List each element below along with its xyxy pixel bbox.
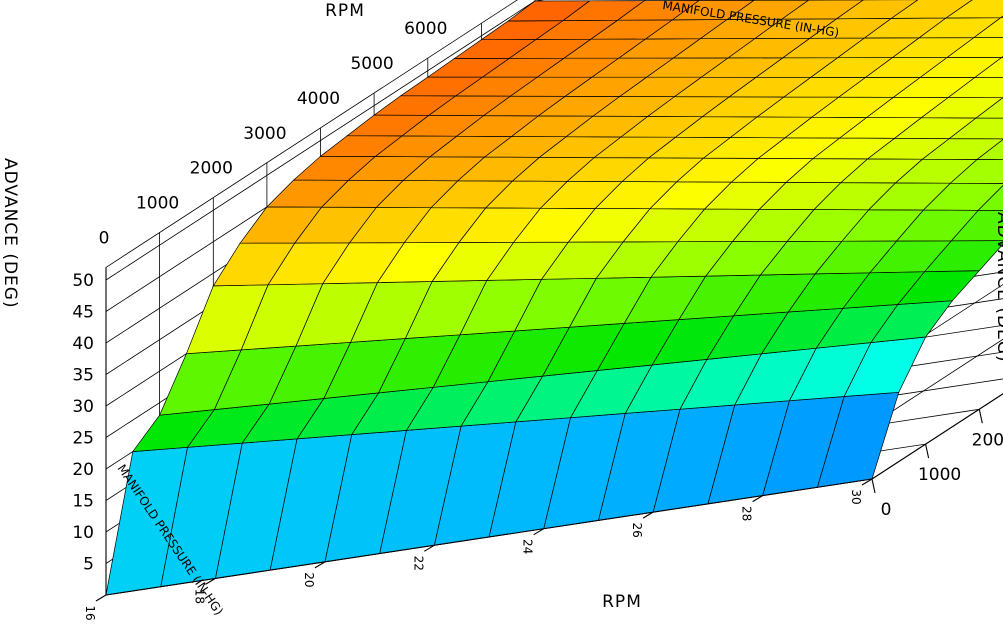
y-tick-mark: [752, 495, 763, 503]
frame-edge: [871, 393, 1003, 480]
z-tick-label-left: 25: [72, 429, 94, 449]
x-tick-label-top: 5000: [350, 54, 393, 74]
z-tick-label-left: 15: [72, 492, 94, 512]
y-tick-mark: [642, 511, 654, 519]
x-tick-label-top: 0: [99, 228, 110, 248]
chart-frame-front: [105, 267, 1003, 596]
tick-labels: 0010001000200020003000300040004000500050…: [72, 0, 1003, 621]
x-tick-mark: [871, 478, 876, 494]
frame-edge: [105, 478, 873, 596]
x-tick-label-top: 2000: [190, 159, 233, 179]
back-wall-grid-line: [105, 0, 518, 268]
x-tick-label-top: 1000: [136, 194, 179, 214]
y-tick-mark: [314, 561, 326, 569]
z-tick-label-left: 10: [72, 523, 94, 543]
z-tick-label-left: 40: [72, 334, 94, 354]
y-tick-label-left: 24: [521, 539, 535, 554]
x-axis-title-bottom: RPM: [602, 592, 642, 612]
z-axis-title-left: ADVANCE (DEG): [0, 158, 20, 309]
surface-cell: [507, 0, 591, 22]
x-tick-label-top: 7000: [458, 0, 501, 4]
x-tick-label-top: 6000: [404, 19, 447, 39]
x-tick-label-bottom: 1000: [918, 465, 961, 485]
z-tick-label-left: 35: [72, 366, 94, 386]
y-tick-label-left: 18: [192, 589, 206, 604]
y-tick-label-left: 26: [630, 522, 644, 537]
y-tick-label-left: 30: [849, 489, 863, 504]
x-axis-title-top: RPM: [325, 1, 365, 21]
y-tick-mark: [95, 594, 107, 602]
x-tick-mark: [925, 443, 930, 459]
y-tick-mark: [424, 544, 435, 552]
y-tick-mark: [861, 478, 873, 486]
x-tick-label-top: 4000: [297, 89, 340, 109]
z-tick-label-left: 20: [72, 460, 94, 480]
y-tick-label-left: 28: [740, 506, 754, 521]
z-tick-label-left: 50: [72, 271, 94, 291]
z-axis-title-right: ADVANCE (DEG): [993, 212, 1003, 363]
y-tick-mark: [205, 577, 216, 585]
y-tick-mark: [533, 528, 544, 536]
z-tick-label-left: 5: [83, 555, 94, 575]
y-tick-label-left: 16: [83, 605, 97, 620]
z-tick-label-left: 45: [72, 303, 94, 323]
x-tick-mark: [978, 409, 983, 424]
x-tick-label-top: 3000: [243, 124, 286, 144]
surface-plot: [105, 0, 1003, 596]
y-tick-label-left: 20: [302, 572, 316, 587]
y-tick-label-left: 22: [411, 556, 425, 571]
z-tick-label-left: 30: [72, 397, 94, 417]
x-tick-label-bottom: 0: [881, 500, 892, 520]
x-tick-label-bottom: 2000: [972, 430, 1003, 450]
